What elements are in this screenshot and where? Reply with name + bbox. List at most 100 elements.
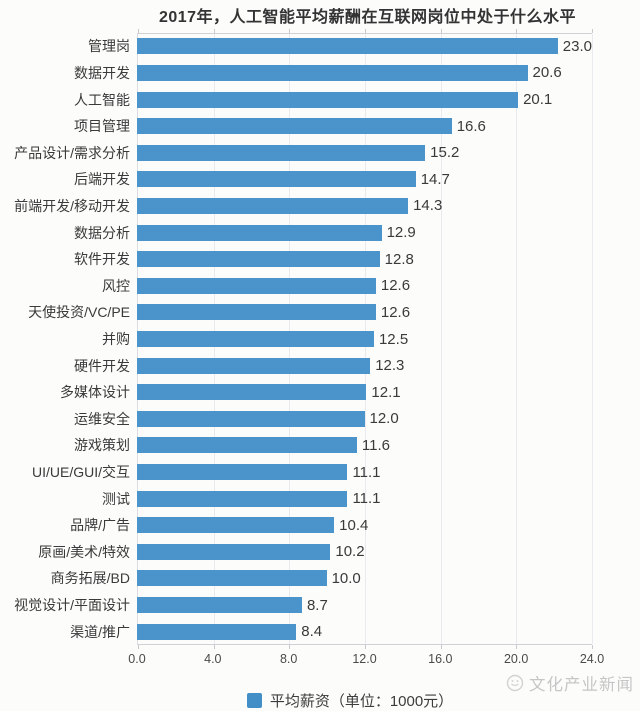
bar-track: 10.0 [137, 565, 592, 592]
bar-row: 天使投资/VC/PE 12.6 [0, 299, 592, 326]
x-tick-label: 4.0 [204, 652, 222, 666]
bar-row: 产品设计/需求分析 15.2 [0, 139, 592, 166]
bar-track: 15.2 [137, 139, 592, 166]
axis-tick [516, 29, 518, 33]
bar-row: 管理岗 23.0 [0, 33, 592, 60]
bar-track: 16.6 [137, 113, 592, 140]
value-label: 10.0 [331, 569, 361, 587]
bar-row: 品牌/广告 10.4 [0, 512, 592, 539]
bar [137, 517, 335, 534]
value-label: 11.1 [352, 490, 381, 508]
bar [137, 144, 426, 161]
x-tick-label: 12.0 [352, 652, 377, 666]
publisher-logo-icon [506, 674, 524, 692]
x-tick-label: 24.0 [579, 652, 605, 666]
x-tick-label: 8.0 [279, 652, 298, 666]
bar-row: 硬件开发 12.3 [0, 352, 592, 379]
bar-row: 数据分析 12.9 [0, 219, 592, 246]
gridline [440, 34, 442, 644]
legend-label: 平均薪资（单位：1000元） [269, 693, 454, 710]
category-label: 测试 [102, 490, 130, 507]
value-label: 11.1 [352, 463, 381, 481]
category-label: 前端开发/移动开发 [14, 197, 130, 214]
bar [137, 118, 452, 135]
bar-row: 并购 12.5 [0, 326, 592, 353]
axis-tick [213, 29, 215, 33]
bar [137, 437, 357, 454]
bar [137, 384, 367, 401]
bar-track: 12.6 [137, 272, 592, 299]
bar-row: UI/UE/GUI/交互 11.1 [0, 459, 592, 486]
value-label: 12.1 [371, 383, 401, 401]
bar [137, 251, 380, 268]
category-label: 渠道/推广 [70, 623, 130, 640]
bar-row: 多媒体设计 12.1 [0, 379, 592, 406]
bar [137, 38, 558, 55]
bar [137, 597, 302, 614]
bar-track: 11.6 [137, 432, 592, 459]
value-label: 23.0 [562, 37, 592, 55]
bar-track: 23.0 [137, 33, 592, 60]
bar [137, 410, 365, 427]
bar-track: 8.7 [137, 592, 592, 619]
value-label: 10.2 [335, 543, 365, 561]
bar [137, 357, 371, 374]
value-label: 8.4 [301, 623, 323, 641]
category-label: 软件开发 [74, 251, 130, 268]
bar-row: 后端开发 14.7 [0, 166, 592, 193]
bar-track: 20.6 [137, 60, 592, 87]
bar [137, 277, 376, 294]
bar-track: 11.1 [137, 459, 592, 486]
gridline [516, 34, 518, 644]
value-label: 12.8 [384, 250, 414, 268]
category-label: UI/UE/GUI/交互 [31, 464, 130, 481]
category-label: 产品设计/需求分析 [14, 144, 130, 161]
value-label: 10.4 [339, 516, 369, 534]
bar-track: 14.7 [137, 166, 592, 193]
bar-track: 12.0 [137, 406, 592, 433]
category-label: 风控 [102, 277, 130, 294]
category-label: 商务拓展/BD [50, 570, 130, 587]
bar-track: 12.1 [137, 379, 592, 406]
bar-track: 12.5 [137, 326, 592, 353]
value-label: 12.6 [380, 303, 411, 321]
category-label: 人工智能 [74, 91, 130, 108]
bar-row: 游戏策划 11.6 [0, 432, 592, 459]
x-axis: 0.0 4.0 8.0 12.0 16.0 20.0 24.0 [128, 652, 604, 670]
category-label: 管理岗 [88, 38, 130, 55]
bar [137, 464, 348, 481]
value-label: 14.3 [413, 197, 443, 215]
bar-track: 20.1 [137, 86, 592, 113]
bar-row: 项目管理 16.6 [0, 113, 592, 140]
category-label: 品牌/广告 [70, 517, 130, 534]
axis-tick [516, 645, 518, 649]
watermark-text: 文化产业新闻 [529, 676, 634, 694]
bar [137, 490, 348, 507]
bar-row: 视觉设计/平面设计 8.7 [0, 592, 592, 619]
category-label: 硬件开发 [74, 357, 130, 374]
bar-track: 14.3 [137, 193, 592, 220]
value-label: 12.3 [375, 357, 405, 375]
category-label: 原画/美术/特效 [38, 543, 130, 560]
bar [137, 171, 416, 188]
bar-row: 测试 11.1 [0, 485, 592, 512]
legend-swatch [246, 693, 262, 708]
axis-tick [138, 29, 139, 33]
bar-track: 8.4 [137, 618, 592, 645]
value-label: 12.0 [369, 410, 399, 428]
axis-tick [592, 29, 593, 33]
category-label: 天使投资/VC/PE [28, 304, 130, 321]
legend: 平均薪资（单位：1000元） [30, 690, 640, 711]
bar-track: 10.2 [137, 539, 592, 566]
axis-tick [213, 645, 215, 649]
axis-tick [289, 29, 291, 33]
bar-row: 渠道/推广 8.4 [0, 618, 592, 645]
bar [137, 570, 327, 587]
bar-row: 风控 12.6 [0, 272, 592, 299]
x-tick-label: 0.0 [128, 652, 146, 666]
value-label: 20.1 [523, 91, 553, 109]
value-label: 12.6 [380, 277, 411, 295]
bar [137, 331, 374, 347]
bar [137, 91, 519, 108]
